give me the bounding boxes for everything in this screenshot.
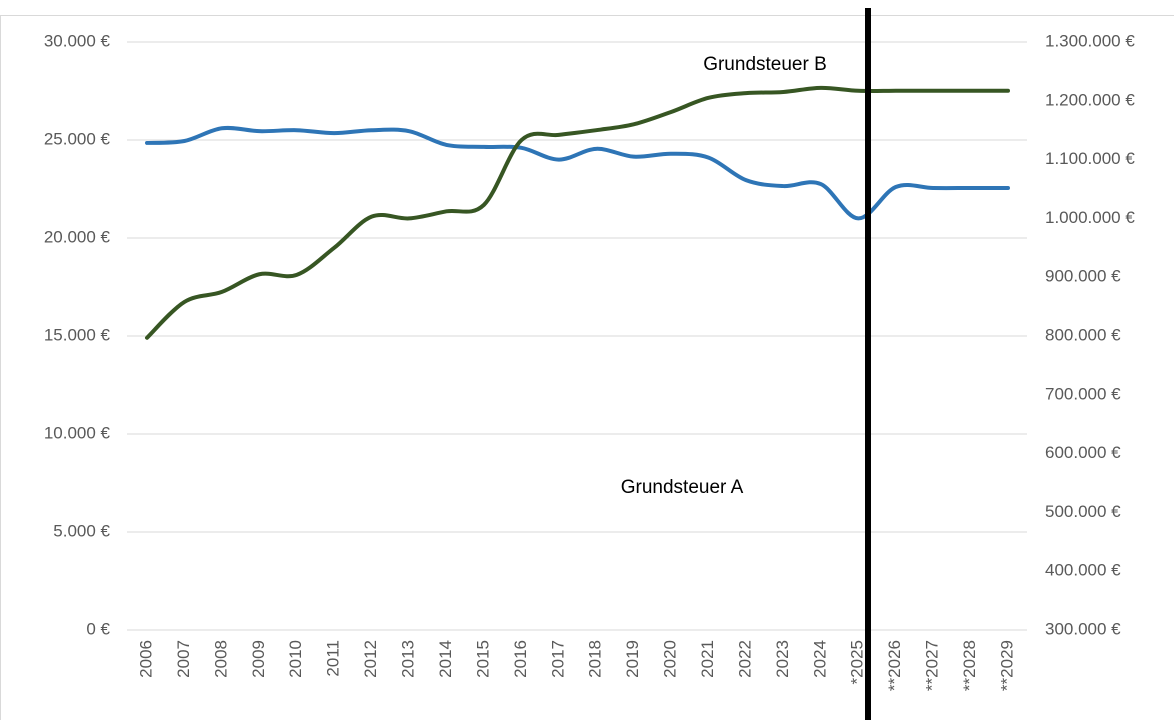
y-tick-label: 0 € xyxy=(86,619,110,638)
x-tick-label: 2014 xyxy=(436,640,455,678)
y-tick-label: 20.000 € xyxy=(44,227,111,246)
y2-tick-label: 1.000.000 € xyxy=(1045,208,1135,227)
y2-tick-label: 700.000 € xyxy=(1045,384,1121,403)
x-tick-label: 2008 xyxy=(211,640,230,678)
x-tick-label: *2025 xyxy=(848,640,867,684)
y-tick-label: 5.000 € xyxy=(53,521,110,540)
y2-tick-label: 900.000 € xyxy=(1045,267,1121,286)
x-tick-label: 2022 xyxy=(735,640,754,678)
x-tick-label: 2019 xyxy=(623,640,642,678)
x-tick-label: **2028 xyxy=(960,640,979,691)
x-tick-label: 2015 xyxy=(473,640,492,678)
x-tick-label: 2006 xyxy=(136,640,155,678)
y2-tick-label: 1.200.000 € xyxy=(1045,90,1135,109)
x-tick-label: 2012 xyxy=(361,640,380,678)
y-tick-label: 25.000 € xyxy=(44,129,111,148)
series-line xyxy=(145,125,1010,221)
x-tick-label: 2024 xyxy=(810,640,829,678)
x-tick-label: 2013 xyxy=(399,640,418,678)
x-tick-label: 2009 xyxy=(249,640,268,678)
y2-tick-label: 1.300.000 € xyxy=(1045,31,1135,50)
y2-tick-label: 600.000 € xyxy=(1045,443,1121,462)
series-label: Grundsteuer B xyxy=(703,54,827,75)
y-tick-label: 10.000 € xyxy=(44,423,111,442)
y-tick-label: 30.000 € xyxy=(44,31,111,50)
x-tick-label: 2007 xyxy=(174,640,193,678)
series-label: Grundsteuer A xyxy=(621,477,744,498)
y-tick-label: 15.000 € xyxy=(44,325,111,344)
x-tick-label: 2011 xyxy=(324,640,343,677)
y2-tick-label: 400.000 € xyxy=(1045,561,1121,580)
x-tick-label: **2027 xyxy=(923,640,942,691)
x-tick-label: 2017 xyxy=(548,640,567,678)
x-tick-label: 2016 xyxy=(511,640,530,678)
x-tick-label: **2026 xyxy=(885,640,904,691)
x-tick-label: 2018 xyxy=(586,640,605,678)
y2-tick-label: 800.000 € xyxy=(1045,325,1121,344)
x-tick-label: **2029 xyxy=(997,640,1016,691)
y2-tick-label: 500.000 € xyxy=(1045,502,1121,521)
x-tick-label: 2010 xyxy=(286,640,305,678)
y2-tick-label: 300.000 € xyxy=(1045,619,1121,638)
series-line xyxy=(145,85,1010,340)
x-tick-label: 2021 xyxy=(698,640,717,678)
x-tick-label: 2020 xyxy=(661,640,680,678)
x-tick-label: 2023 xyxy=(773,640,792,678)
y2-tick-label: 1.100.000 € xyxy=(1045,149,1135,168)
